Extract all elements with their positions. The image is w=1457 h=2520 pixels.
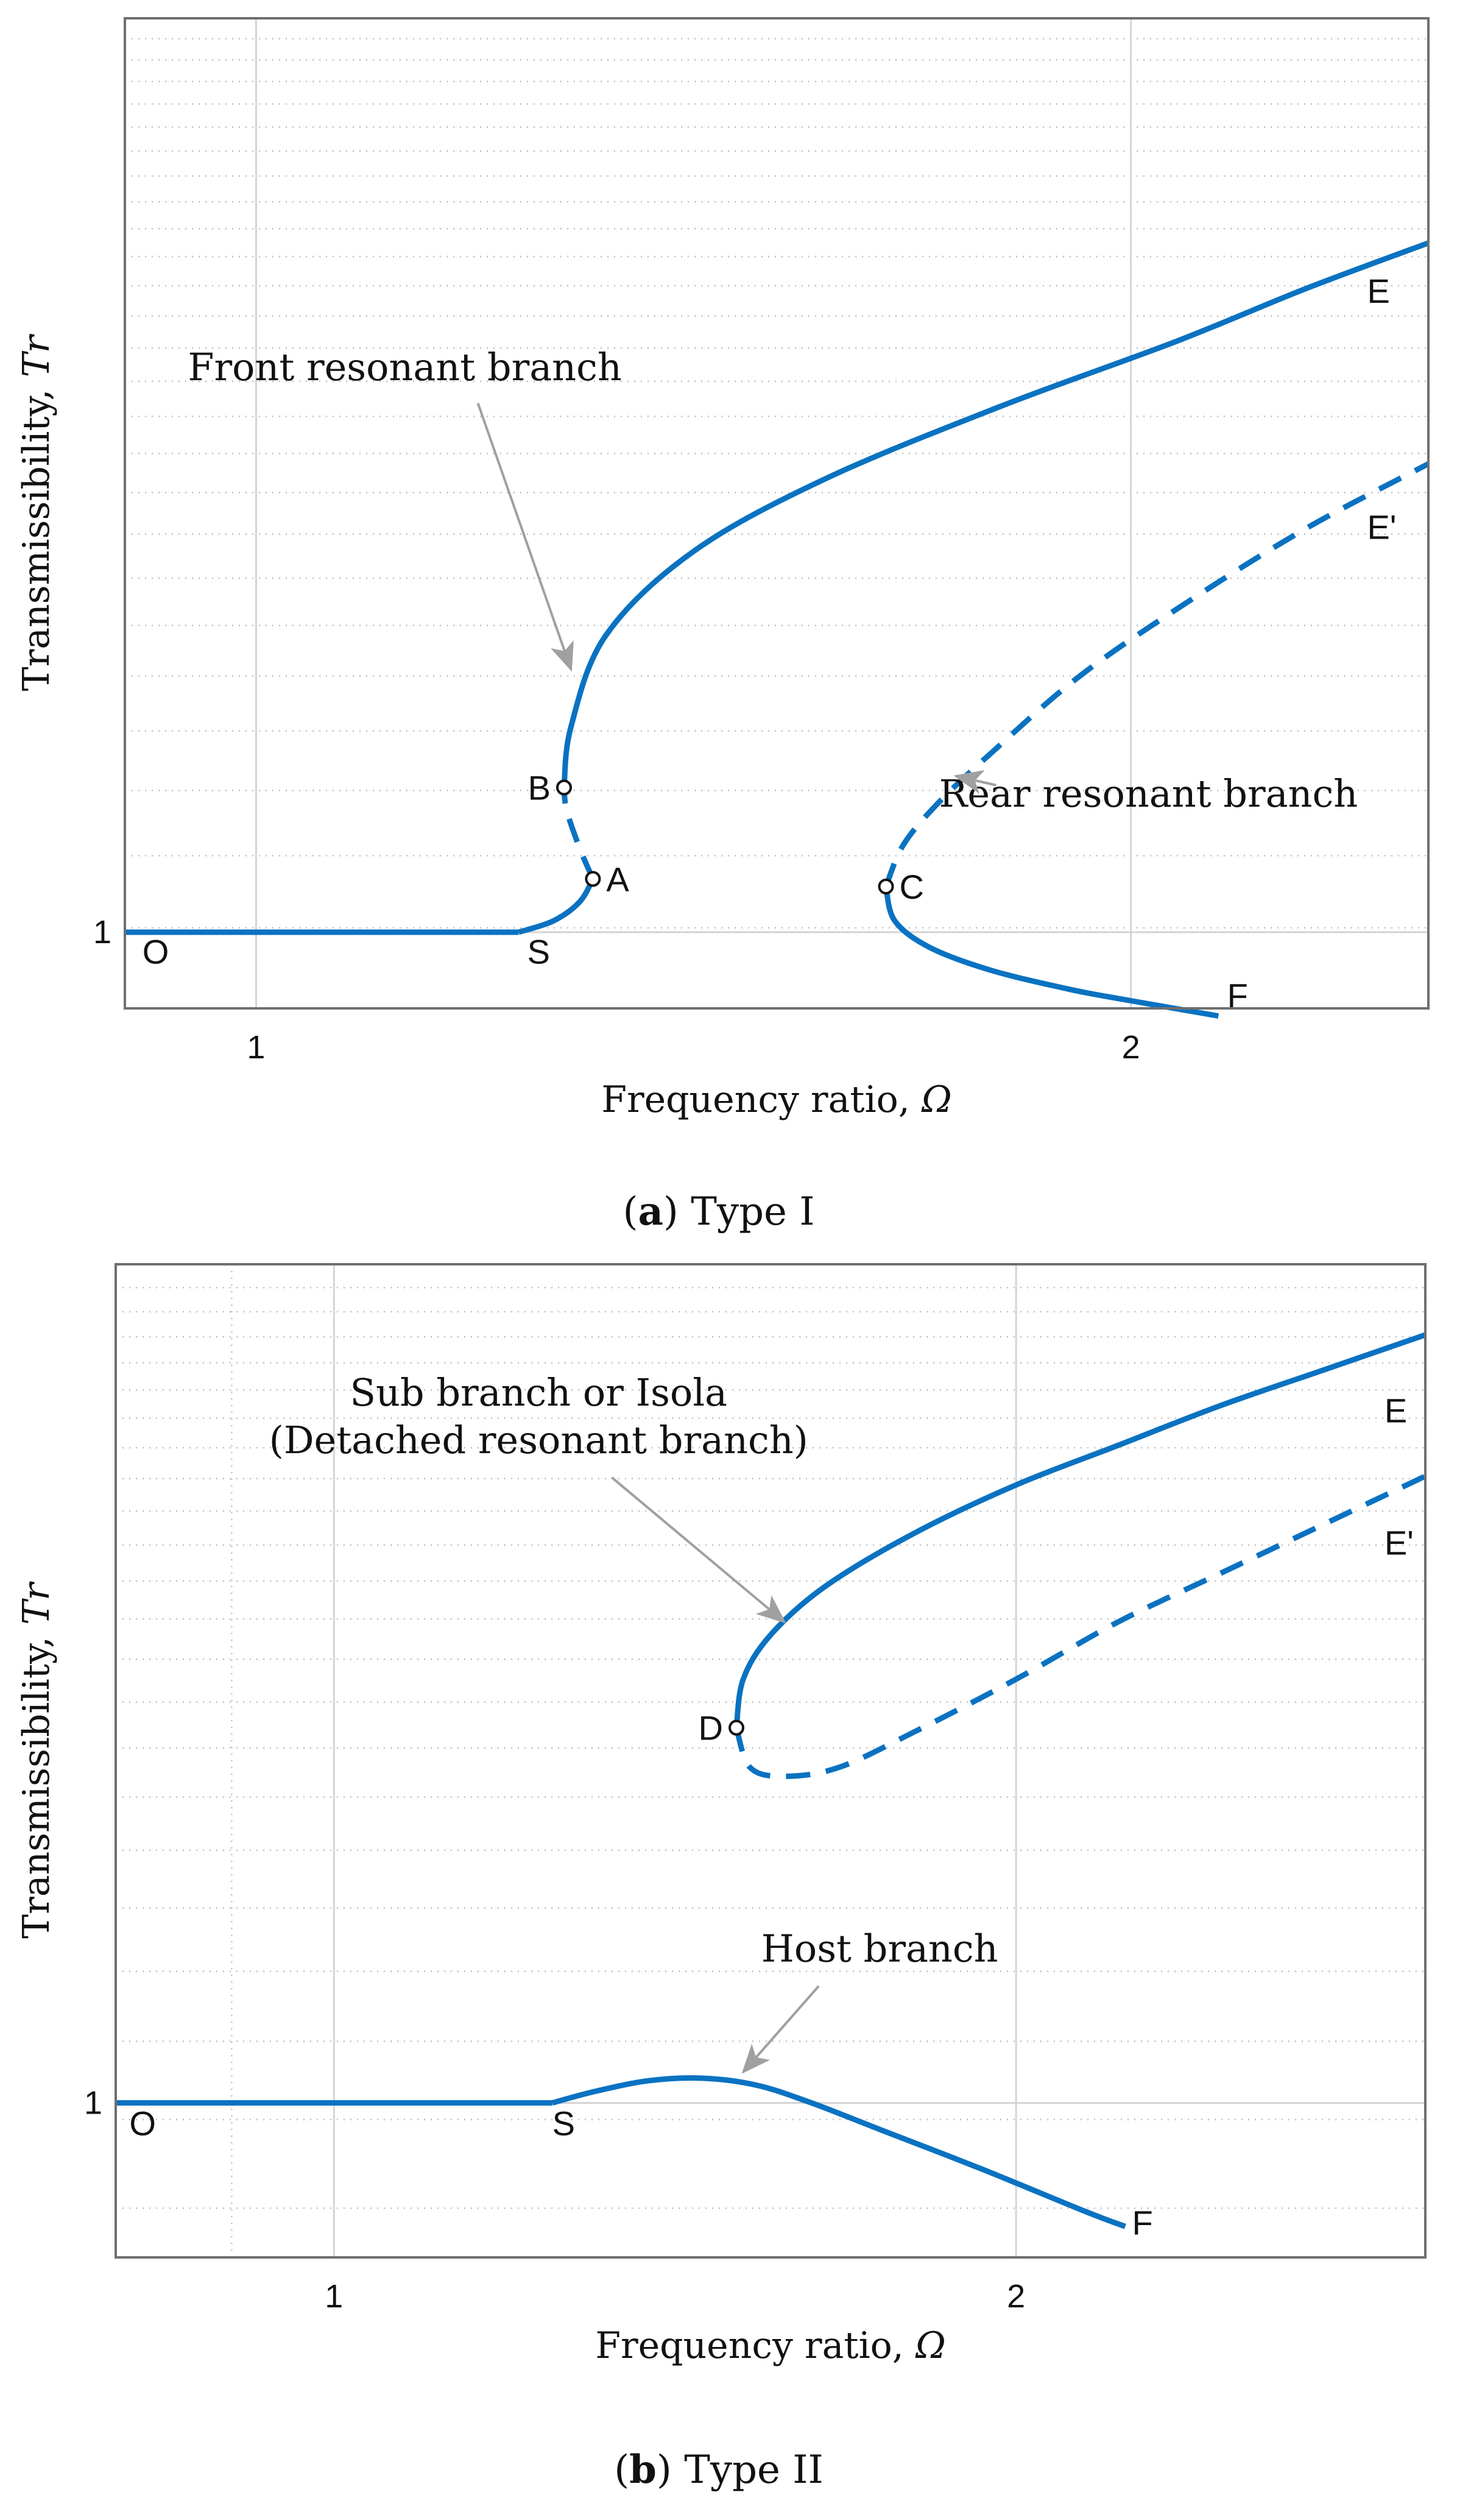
panel-a-x-axis-label: Frequency ratio, Ω bbox=[601, 1078, 951, 1121]
panel-b-axes-frame bbox=[115, 1263, 1427, 2259]
x-tick-label: 2 bbox=[1122, 1029, 1140, 1066]
panel-a-annotations: Front resonant branch Rear resonant branc… bbox=[188, 345, 1358, 816]
point-label-O: O bbox=[143, 932, 169, 971]
marker-label-D: D bbox=[699, 1709, 723, 1747]
point-label-E: E bbox=[1385, 1391, 1407, 1429]
annotation-arrow bbox=[610, 1476, 786, 1624]
series-front-rise bbox=[517, 877, 596, 935]
point-label-F: F bbox=[1132, 2203, 1152, 2242]
annotation-text-line2: (Detached resonant branch) bbox=[269, 1418, 808, 1462]
x-tick-label: 1 bbox=[325, 2278, 343, 2315]
panel-b-annotations: Sub branch or Isola(Detached resonant br… bbox=[269, 1370, 998, 2074]
panel-a-caption: (a) Type I bbox=[623, 1189, 814, 1234]
annotation-text: Rear resonant branch bbox=[939, 771, 1358, 816]
panel-a-y-axis-label: Transmissibility, Tr bbox=[15, 333, 58, 691]
series-front-unstable bbox=[561, 787, 596, 880]
point-label-E': E' bbox=[1367, 508, 1396, 547]
annotation-arrow bbox=[953, 770, 997, 795]
panel-b-y-axis-label: Transmissibility, Tr bbox=[15, 1581, 58, 1939]
point-label-O: O bbox=[129, 2104, 156, 2142]
panel-a-markers: BA CO SEE'F bbox=[143, 272, 1397, 1014]
marker-point-C bbox=[878, 879, 894, 894]
series-isola-upper bbox=[733, 1332, 1427, 1729]
point-label-E': E' bbox=[1385, 1524, 1414, 1562]
panel-b-markers: D O S E E' F bbox=[129, 1391, 1413, 2242]
annotation-arrow bbox=[476, 403, 574, 672]
marker-label-A: A bbox=[606, 860, 629, 899]
marker-label-B: B bbox=[528, 769, 551, 807]
x-tick-label: 1 bbox=[247, 1029, 265, 1066]
series-front-resonant-branch bbox=[561, 240, 1430, 788]
series-rear-lower bbox=[883, 885, 1219, 1019]
series-host-branch bbox=[551, 2075, 1126, 2229]
panel-a-grid bbox=[125, 18, 1428, 1008]
panel-b-x-axis-label: Frequency ratio, Ω bbox=[595, 2324, 945, 2367]
panel-b-caption: (b) Type II bbox=[614, 2447, 824, 2493]
marker-point-B bbox=[556, 779, 572, 796]
point-label-S: S bbox=[552, 2104, 575, 2142]
point-label-S: S bbox=[527, 932, 550, 971]
annotation-arrow bbox=[741, 1985, 820, 2074]
panel-a-tick-labels: 1 2 1 bbox=[93, 914, 1140, 1066]
y-tick-label: 1 bbox=[84, 2084, 102, 2121]
annotation-text: Sub branch or Isola bbox=[350, 1370, 728, 1415]
x-tick-label: 2 bbox=[1007, 2278, 1025, 2315]
marker-point-D bbox=[728, 1719, 745, 1736]
y-tick-label: 1 bbox=[93, 914, 111, 950]
annotation-text: Front resonant branch bbox=[188, 345, 621, 389]
panel-b-tick-labels: 1 2 1 bbox=[84, 2084, 1025, 2315]
panel-b-series bbox=[116, 1332, 1427, 2229]
marker-point-A bbox=[585, 871, 601, 887]
point-label-E: E bbox=[1367, 272, 1389, 310]
panel-b-type-ii: D O S E E' F Sub branch or Isola(Detached res… bbox=[15, 1263, 1427, 2493]
panel-a-axes-frame bbox=[124, 17, 1430, 1010]
annotation-text: Host branch bbox=[761, 1927, 998, 1971]
series-rear-upper-dashed bbox=[883, 461, 1430, 888]
panel-a-series bbox=[124, 240, 1430, 1019]
series-isola-lower-dashed bbox=[733, 1473, 1427, 1779]
marker-label-C: C bbox=[900, 868, 924, 906]
panel-b-grid bbox=[116, 1264, 1425, 2257]
